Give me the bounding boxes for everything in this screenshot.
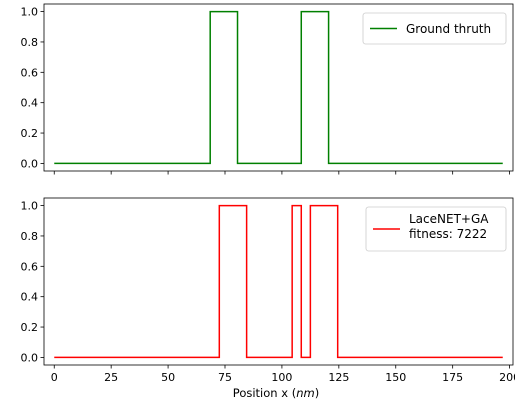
bottom-panel-lacenet-ga: 0.0 0.2 0.4 0.6 0.8 1.0 0 25 50 75 100 125 150 175 200… [21,197,515,384]
legend-box [365,206,507,252]
legend-label: Ground thruth [406,22,491,36]
y-tick-label: 0.2 [21,321,39,334]
y-tick-label: 0.8 [21,230,39,243]
legend-label: fitness: 7222 [409,227,487,241]
x-tick-label: 200 [499,371,515,384]
top-panel-ground-truth: 0.0 0.2 0.4 0.6 0.8 1.0 Ground thruth [21,3,514,175]
y-tick-label: 0.6 [21,260,39,273]
y-tick-label: 1.0 [21,200,39,213]
y-tick-label: 0.6 [21,66,39,79]
y-tick-label: 0.0 [21,351,39,364]
y-tick-label: 0.8 [21,36,39,49]
series-line-1-0 [54,204,503,359]
legend: Ground thruth [362,12,507,45]
legend-box [362,12,507,45]
x-tick-label: 75 [218,371,232,384]
axes-frame [43,197,514,366]
x-tick-label: 175 [442,371,463,384]
series-line-0-0 [54,10,503,165]
legend-label: LaceNET+GA [409,212,489,226]
y-tick-label: 0.4 [21,291,39,304]
y-tick-label: 0.2 [21,127,39,140]
x-axis-label: Position x (nm) [233,386,319,400]
x-tick-label: 50 [161,371,175,384]
x-tick-label: 125 [328,371,349,384]
axes-frame [43,3,514,172]
x-tick-label: 0 [51,371,58,384]
x-tick-label: 25 [104,371,118,384]
x-tick-label: 150 [385,371,406,384]
x-tick-label: 100 [271,371,292,384]
y-tick-label: 0.0 [21,157,39,170]
y-tick-label: 1.0 [21,6,39,19]
y-tick-label: 0.4 [21,97,39,110]
